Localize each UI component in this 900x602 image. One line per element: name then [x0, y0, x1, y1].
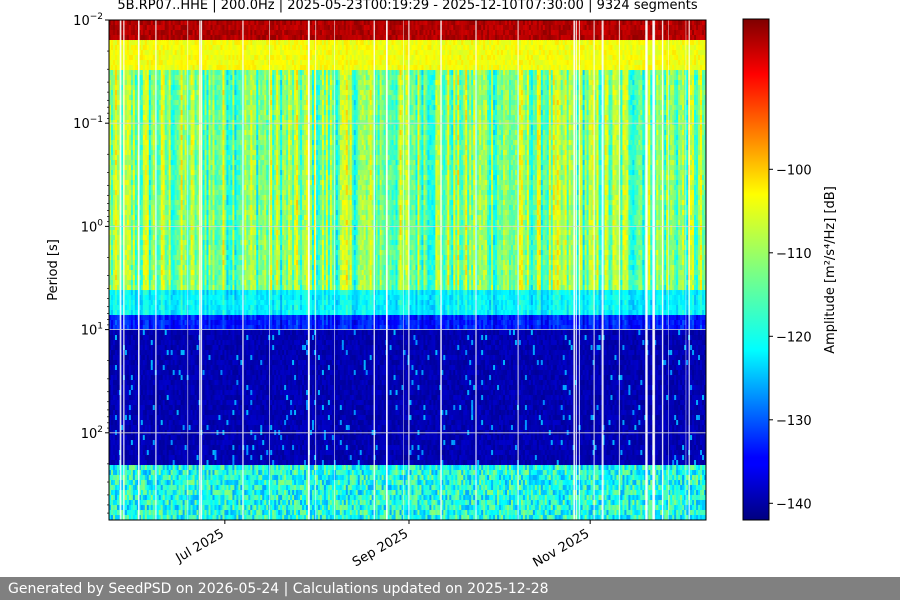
spectrogram-heatmap — [109, 20, 706, 520]
